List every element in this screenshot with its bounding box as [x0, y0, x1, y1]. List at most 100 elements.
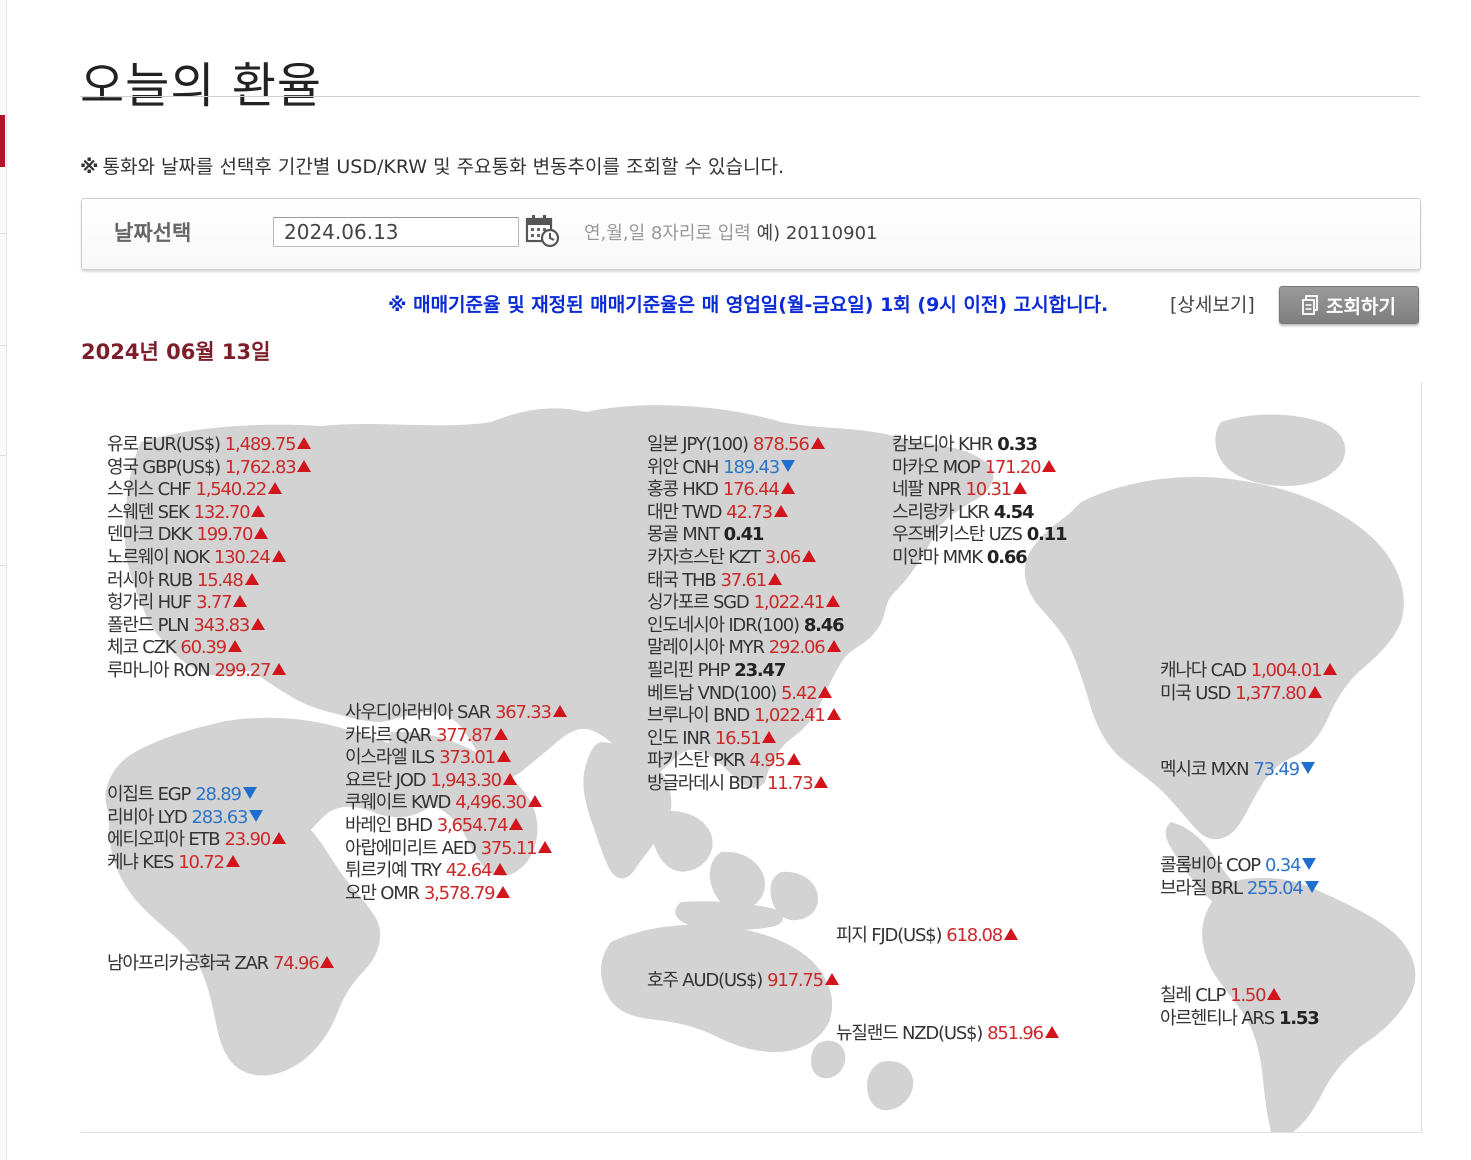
up-triangle-icon	[538, 840, 553, 853]
document-icon	[1302, 295, 1318, 315]
rate-group-mexico: 멕시코 MXN 73.49	[1160, 759, 1315, 782]
currency-rate-row: 카타르 QAR 377.87	[345, 725, 567, 748]
currency-name: 칠레 CLP	[1160, 985, 1226, 1006]
currency-rate-row: 피지 FJD(US$) 618.08	[836, 925, 1019, 948]
currency-rate-row: 콜롬비아 COP 0.34	[1160, 855, 1319, 878]
down-triangle-icon	[1302, 858, 1317, 870]
currency-name: 루마니아 RON	[107, 659, 211, 681]
currency-rate-row: 스위스 CHF 1,540.22	[107, 479, 311, 502]
currency-name: 호주 AUD(US$)	[647, 970, 763, 991]
sidebar-divider	[0, 345, 6, 346]
date-select-panel: 날짜선택 연,월,일 8자리로 입력 예) 20110901	[81, 198, 1421, 270]
currency-rate-row: 인도 INR 16.51	[647, 728, 843, 751]
currency-name: 싱가포르 SGD	[647, 592, 750, 614]
down-triangle-icon	[781, 459, 796, 472]
up-triangle-icon	[1004, 928, 1019, 940]
up-triangle-icon	[225, 854, 240, 867]
currency-rate-value: 23.47	[734, 659, 786, 681]
up-triangle-icon	[496, 750, 511, 763]
currency-name: 방글라데시 BDT	[647, 772, 763, 794]
world-map-icon	[105, 405, 1416, 1132]
up-triangle-icon	[493, 863, 508, 876]
currency-name: 폴란드 PLN	[107, 614, 190, 636]
up-triangle-icon	[1013, 482, 1027, 495]
title-divider	[80, 96, 1420, 97]
up-triangle-icon	[271, 832, 286, 845]
currency-name: 영국 GBP(US$)	[107, 456, 221, 478]
currency-rate-value: 28.89	[195, 784, 242, 805]
currency-name: 스리랑카 LKR	[892, 501, 990, 523]
currency-rate-row: 사우디아라비아 SAR 367.33	[345, 702, 567, 725]
rate-group-asia-2: 캄보디아 KHR 0.33 마카오 MOP 171.20 네팔 NPR 10.31 스리랑카…	[892, 434, 1068, 570]
up-triangle-icon	[818, 685, 833, 698]
currency-rate-row: 파키스탄 PKR 4.95	[647, 750, 843, 773]
date-input[interactable]	[273, 217, 519, 247]
currency-rate-row: 케냐 KES 10.72	[107, 852, 286, 875]
currency-rate-value: 0.11	[1026, 524, 1068, 546]
up-triangle-icon	[244, 572, 259, 585]
rate-group-europe: 유로 EUR(US$) 1,489.75 영국 GBP(US$) 1,762.83 스위…	[107, 434, 312, 683]
sidebar-divider	[0, 233, 6, 234]
currency-rate-value: 618.08	[946, 925, 1003, 946]
calendar-icon[interactable]	[525, 213, 559, 247]
currency-rate-value: 367.33	[495, 702, 552, 723]
currency-name: 네팔 NPR	[892, 479, 962, 501]
currency-rate-row: 요르단 JOD 1,943.30	[345, 770, 567, 793]
currency-rate-row: 칠레 CLP 1.50	[1160, 985, 1319, 1008]
currency-rate-row: 태국 THB 37.61	[647, 570, 843, 593]
up-triangle-icon	[810, 437, 825, 449]
currency-name: 사우디아라비아 SAR	[345, 702, 491, 723]
currency-rate-row: 베트남 VND(100) 5.42	[647, 683, 843, 706]
currency-name: 카자흐스탄 KZT	[647, 546, 761, 568]
currency-rate-value: 373.01	[439, 747, 496, 769]
up-triangle-icon	[814, 775, 829, 788]
currency-rate-value: 3,578.79	[423, 882, 496, 904]
currency-rate-value: 375.11	[480, 837, 538, 859]
currency-rate-row: 우즈베키스탄 UZS 0.11	[892, 524, 1068, 547]
currency-name: 뉴질랜드 NZD(US$)	[836, 1023, 983, 1044]
currency-rate-row: 튀르키예 TRY 42.64	[345, 860, 567, 883]
currency-rate-row: 홍콩 HKD 176.44	[647, 479, 843, 502]
currency-rate-row: 방글라데시 BDT 11.73	[647, 773, 843, 796]
currency-rate-row: 유로 EUR(US$) 1,489.75	[107, 434, 312, 457]
up-triangle-icon	[233, 595, 248, 608]
currency-rate-row: 스웨덴 SEK 132.70	[107, 502, 311, 525]
currency-rate-value: 343.83	[193, 614, 250, 636]
currency-name: 케냐 KES	[107, 851, 174, 873]
currency-rate-row: 카자흐스탄 KZT 3.06	[647, 547, 843, 570]
up-triangle-icon	[1307, 685, 1322, 698]
search-button[interactable]: 조회하기	[1279, 286, 1419, 324]
rate-group-south-america: 콜롬비아 COP 0.34 브라질 BRL 255.04	[1160, 855, 1319, 900]
currency-rate-row: 아랍에미리트 AED 375.11	[345, 838, 567, 861]
currency-rate-value: 23.90	[224, 829, 271, 851]
currency-name: 덴마크 DKK	[107, 524, 193, 546]
rate-group-australia: 호주 AUD(US$) 917.75	[647, 970, 839, 993]
rate-group-new-zealand: 뉴질랜드 NZD(US$) 851.96	[836, 1023, 1059, 1046]
up-triangle-icon	[1042, 459, 1057, 472]
currency-name: 노르웨이 NOK	[107, 546, 210, 568]
currency-rate-value: 73.49	[1253, 759, 1300, 780]
up-triangle-icon	[297, 459, 312, 472]
currency-rate-row: 노르웨이 NOK 130.24	[107, 547, 311, 570]
detail-link[interactable]: [상세보기]	[1170, 294, 1255, 316]
currency-name: 스웨덴 SEK	[107, 501, 190, 523]
currency-rate-value: 3,654.74	[436, 814, 509, 836]
currency-rate-value: 1,943.30	[430, 769, 502, 791]
up-triangle-icon	[786, 753, 801, 766]
currency-rate-row: 인도네시아 IDR(100) 8.46	[647, 615, 845, 638]
currency-rate-row: 바레인 BHD 3,654.74	[345, 815, 567, 838]
currency-rate-value: 16.51	[714, 727, 762, 749]
currency-rate-value: 176.44	[722, 479, 780, 501]
currency-name: 일본 JPY(100)	[647, 434, 749, 455]
currency-name: 남아프리카공화국 ZAR	[107, 953, 269, 974]
currency-rate-value: 1,540.22	[195, 479, 267, 501]
currency-rate-value: 878.56	[752, 434, 810, 455]
currency-rate-value: 60.39	[180, 637, 227, 659]
sidebar-divider	[0, 565, 6, 566]
currency-name: 아랍에미리트 AED	[345, 837, 477, 859]
currency-rate-value: 0.66	[986, 546, 1028, 568]
currency-rate-row: 말레이시아 MYR 292.06	[647, 637, 843, 660]
currency-rate-value: 1,489.75	[224, 434, 297, 455]
exchange-rate-map: 유로 EUR(US$) 1,489.75 영국 GBP(US$) 1,762.83 스위…	[81, 382, 1422, 1133]
currency-rate-value: 4,496.30	[455, 792, 527, 814]
